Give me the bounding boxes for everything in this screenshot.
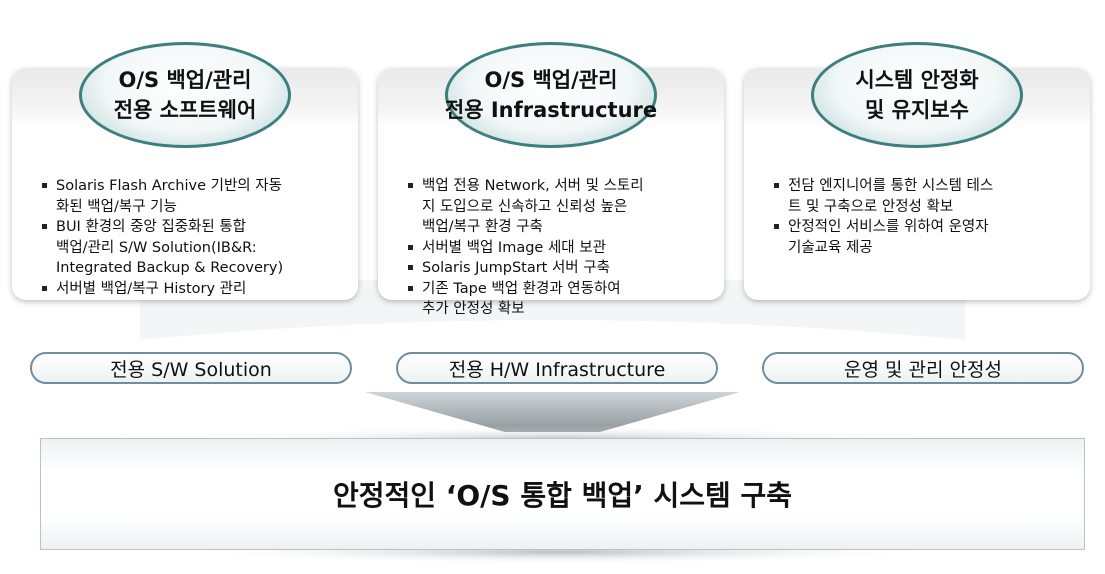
bullet-text: BUI 환경의 중앙 집중화된 통합 <box>56 219 247 235</box>
arrow <box>365 392 740 432</box>
bullet-text: 지 도입으로 신속하고 신뢰성 높은 <box>422 198 628 215</box>
title-line: O/S 백업/관리 <box>118 68 252 92</box>
bullet-text: 서버별 백업/복구 History 관리 <box>56 280 247 297</box>
title-line: 및 유지보수 <box>865 98 969 122</box>
bullet-text: 트 및 구축으로 안정성 확보 <box>788 198 954 215</box>
bullet-text: 전담 엔지니어를 통한 시스템 테스 <box>788 178 994 194</box>
bullet-text: 화된 백업/복구 기능 <box>56 198 177 215</box>
bullet-text: 추가 안정성 확보 <box>422 301 525 317</box>
bullet-item: 서버별 백업 Image 세대 보관 <box>408 238 644 259</box>
bullet-list: Solaris Flash Archive 기반의 자동 화된 백업/복구 기능 B… <box>42 176 283 299</box>
bullet-text: 안정적인 서비스를 위하여 운영자 <box>788 219 989 235</box>
bullet-text: 백업/복구 환경 구축 <box>422 219 543 235</box>
bullet-text: 서버별 백업 Image 세대 보관 <box>422 239 606 256</box>
label-pill: 전용 H/W Infrastructure <box>396 352 718 384</box>
bullet-item: 서버별 백업/복구 History 관리 <box>42 279 283 300</box>
bullet-item: Solaris JumpStart 서버 구축 <box>408 258 644 279</box>
bullet-text: 기술교육 제공 <box>788 239 873 256</box>
label-pill: 운영 및 관리 안정성 <box>762 352 1084 384</box>
bullet-text: 백업 전용 Network, 서버 및 스토리 <box>422 178 644 194</box>
banner: 안정적인 ‘O/S 통합 백업’ 시스템 구축 <box>40 438 1085 550</box>
bullet-text: 기존 Tape 백업 환경과 연동하여 <box>422 280 621 297</box>
bullet-text: Integrated Backup & Recovery) <box>56 260 284 276</box>
bullet-text: Solaris Flash Archive 기반의 자동 <box>56 178 282 194</box>
label-pill: 전용 S/W Solution <box>30 352 352 384</box>
title-line: O/S 백업/관리 <box>484 68 618 92</box>
bullet-text: Solaris JumpStart 서버 구축 <box>422 260 610 276</box>
bullet-text: 백업/관리 S/W Solution(IB&R: <box>56 239 257 256</box>
title-line: 전용 Infrastructure <box>444 98 658 122</box>
title-line: 전용 소프트웨어 <box>113 98 257 122</box>
title-line: 시스템 안정화 <box>855 68 979 92</box>
